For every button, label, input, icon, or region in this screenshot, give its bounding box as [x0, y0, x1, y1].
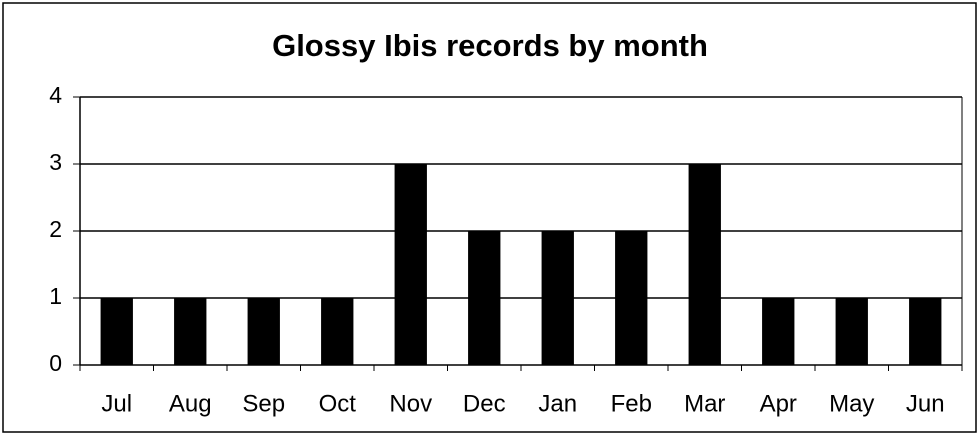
x-tick-label: Nov	[389, 390, 432, 417]
bar	[909, 298, 942, 365]
x-tick-label: Dec	[463, 390, 506, 417]
bar	[394, 164, 427, 365]
bar	[835, 298, 868, 365]
x-tick-label: Oct	[319, 390, 357, 417]
x-tick-label: Feb	[611, 390, 652, 417]
x-tick-label: May	[829, 390, 874, 417]
y-tick-label: 3	[49, 149, 62, 175]
bar	[468, 231, 501, 365]
y-tick-label: 1	[49, 283, 62, 309]
y-tick-label: 2	[49, 216, 62, 242]
bar	[541, 231, 574, 365]
x-tick-label: Apr	[760, 390, 797, 417]
bar	[100, 298, 133, 365]
bar	[688, 164, 721, 365]
x-tick-label: Jun	[906, 390, 945, 417]
chart-title: Glossy Ibis records by month	[272, 28, 708, 63]
bar	[615, 231, 648, 365]
bar	[762, 298, 795, 365]
y-tick-label: 4	[49, 82, 62, 108]
x-tick-label: Sep	[242, 390, 285, 417]
bar	[174, 298, 207, 365]
x-tick-label: Aug	[169, 390, 212, 417]
bar	[247, 298, 280, 365]
x-tick-label: Jul	[101, 390, 132, 417]
x-tick-label: Jan	[538, 390, 577, 417]
x-tick-label: Mar	[684, 390, 725, 417]
bar	[321, 298, 354, 365]
y-tick-label: 0	[49, 350, 62, 376]
